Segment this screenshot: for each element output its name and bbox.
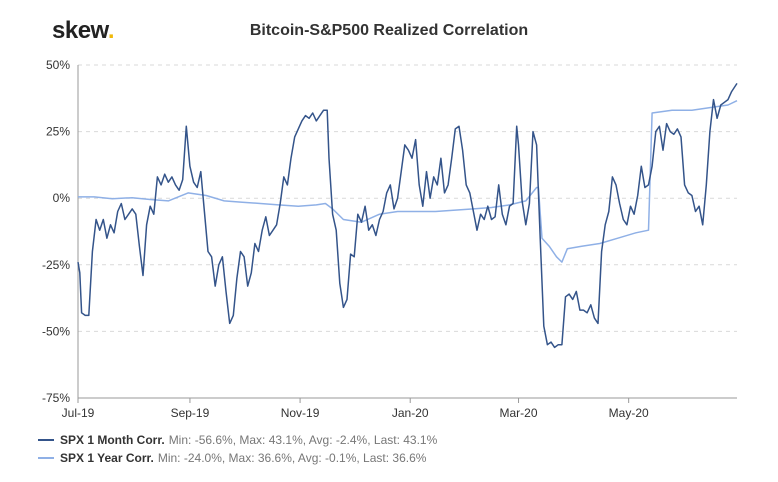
y-tick-label: 0%	[53, 191, 71, 205]
legend-swatch	[38, 457, 54, 459]
chart-title: Bitcoin-S&P500 Realized Correlation	[249, 22, 529, 39]
legend-series-stats: Min: -56.6%, Max: 43.1%, Avg: -2.4%, Las…	[168, 433, 438, 447]
x-tick-label: Jul-19	[62, 406, 95, 420]
legend-series-name: SPX 1 Month Corr.	[60, 433, 165, 447]
skew-logo: skew.	[52, 17, 115, 44]
y-tick-label: 25%	[46, 125, 70, 139]
axes: -75% -50% -25% 0% 25% 50% Jul-19 Sep-19 Nov-19 Ja…	[42, 58, 737, 420]
x-tick-label: Mar-20	[500, 406, 538, 420]
grid-lines	[78, 64, 737, 332]
series-lines	[77, 82, 738, 349]
legend-series-name: SPX 1 Year Corr.	[60, 451, 154, 465]
legend-item[interactable]: SPX 1 Month Corr. Min: -56.6%, Max: 43.1%…	[38, 432, 437, 448]
y-tick-label: 50%	[46, 58, 70, 72]
y-tick-label: -50%	[42, 324, 70, 338]
legend-series-stats: Min: -24.0%, Max: 36.6%, Avg: -0.1%, Las…	[157, 451, 427, 465]
y-tick-label: -75%	[42, 391, 70, 405]
series-line-spx-1-year	[78, 100, 738, 263]
legend-item[interactable]: SPX 1 Year Corr. Min: -24.0%, Max: 36.6%,…	[38, 450, 426, 466]
x-tick-label: Jan-20	[392, 406, 429, 420]
x-tick-label: May-20	[609, 406, 649, 420]
legend-swatch	[38, 439, 54, 441]
series-line-spx-1-month	[77, 82, 738, 349]
y-tick-label: -25%	[42, 258, 70, 272]
x-tick-label: Nov-19	[281, 406, 320, 420]
x-tick-label: Sep-19	[171, 406, 210, 420]
